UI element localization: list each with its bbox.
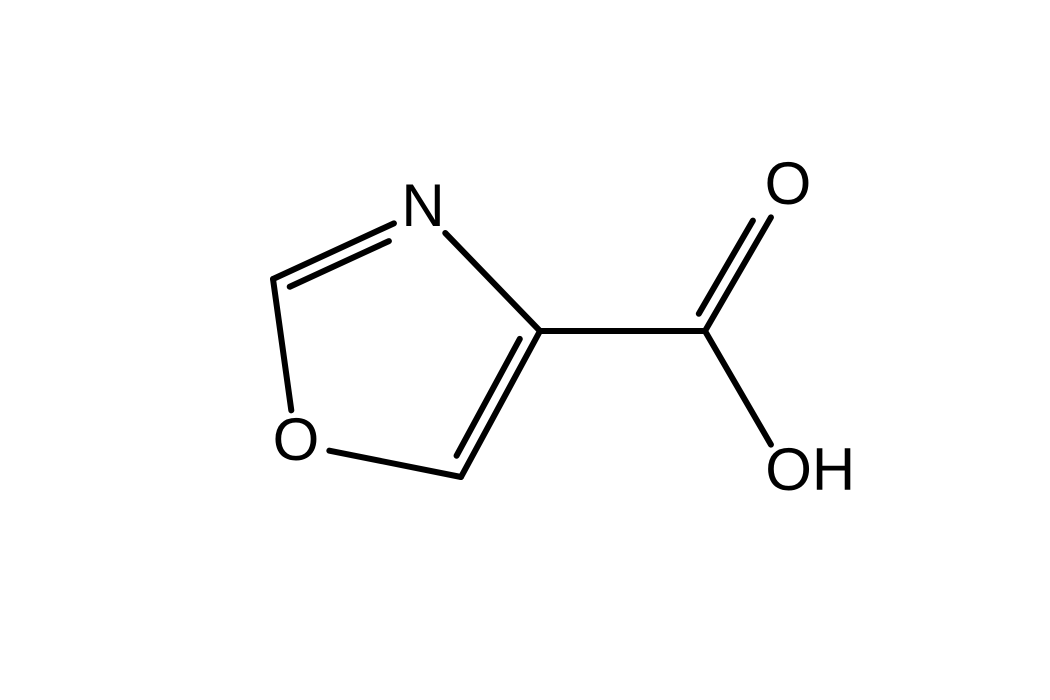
bond [329, 451, 461, 477]
bond [705, 331, 771, 445]
bond [273, 279, 291, 410]
bond [445, 233, 540, 331]
atom-label-layer: O N O OH [273, 150, 856, 503]
atom-label-o1: O [273, 406, 320, 473]
atom-label-ooh: OH [765, 436, 855, 503]
atom-label-odbl: O [765, 150, 812, 217]
bond [273, 223, 394, 286]
chemical-structure-diagram: O N O OH [0, 0, 1050, 700]
atom-label-n3: N [401, 172, 444, 239]
bond-layer [273, 217, 771, 477]
bond [699, 217, 771, 331]
bond [457, 331, 540, 477]
